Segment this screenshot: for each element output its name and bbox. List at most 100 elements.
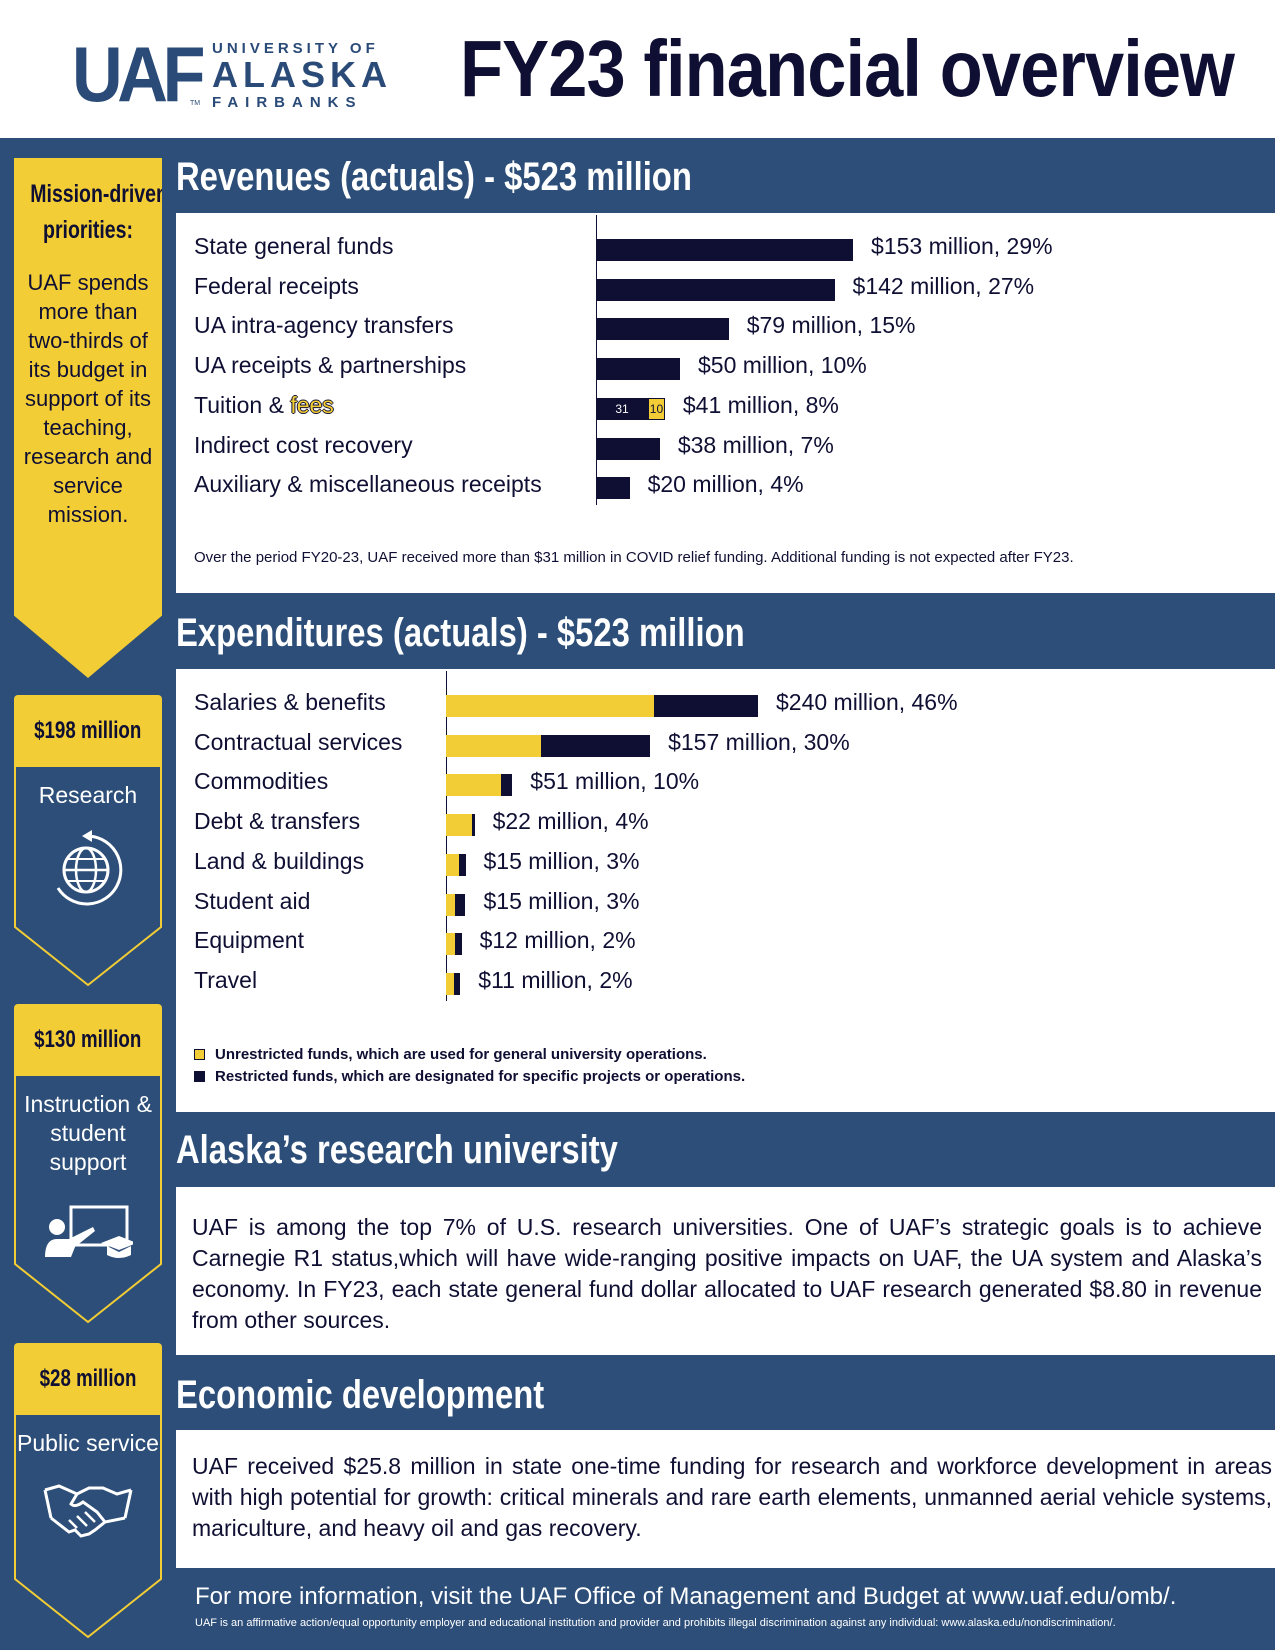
legend-unrestricted: Unrestricted funds, which are used for g…	[194, 1046, 707, 1063]
revenue-category-text-highlight: fees	[290, 391, 334, 418]
revenue-value-label: $79 million, 15%	[746, 312, 916, 339]
expenditure-bar-restricted	[459, 853, 466, 876]
logo-trademark: TM	[190, 100, 201, 107]
revenue-category-label: State general funds	[194, 233, 394, 259]
research-card-body: Research	[14, 767, 162, 987]
expenditure-bar-restricted	[455, 933, 462, 956]
revenue-row: Tuition & fees 31 10 $41 million, 8%	[176, 384, 1275, 424]
research-heading: Alaska’s research university	[176, 1128, 618, 1172]
public-service-card-body: Public service	[14, 1415, 162, 1639]
revenue-bar	[596, 239, 854, 261]
globe-icon	[56, 830, 123, 906]
public-service-card: $28 million Public service	[14, 1343, 162, 1639]
revenue-category-label: Federal receipts	[194, 272, 359, 299]
research-panel: UAF is among the top 7% of U.S. research…	[176, 1187, 1275, 1355]
revenue-category-label: UA receipts & partnerships	[194, 352, 467, 379]
expenditure-category-label: Contractual services	[194, 728, 403, 755]
expenditure-bar-unrestricted	[446, 695, 654, 717]
mission-title: Mission-driven priorities:	[30, 176, 162, 248]
economic-text: UAF received $25.8 million in state one-…	[192, 1453, 1272, 1541]
revenue-row: Indirect cost recovery $38 million, 7%	[176, 424, 1275, 464]
revenues-heading: Revenues (actuals) - $523 million	[176, 155, 692, 199]
research-text: UAF is among the top 7% of U.S. research…	[192, 1214, 1262, 1333]
revenue-value-label: $20 million, 4%	[647, 471, 804, 498]
instruction-card: $130 million Instruction & student suppo…	[14, 1004, 162, 1324]
revenue-category-label: Tuition & fees	[194, 392, 334, 419]
expenditure-row: Equipment $12 million, 2%	[176, 919, 1275, 959]
expenditure-row: Contractual services $157 million, 30%	[176, 721, 1275, 761]
logo-line-2: ALASKA	[212, 54, 392, 95]
revenue-bar	[596, 477, 630, 500]
expenditure-bar-unrestricted	[446, 734, 541, 757]
research-amount: $198 million	[34, 717, 142, 744]
legend-swatch-restricted	[194, 1071, 205, 1082]
logo-mark: UAF	[72, 30, 205, 118]
revenue-bar	[596, 278, 835, 301]
teacher-icon	[45, 1205, 133, 1258]
expenditure-bar-restricted	[472, 814, 475, 837]
mission-text: UAF spends more than two-thirds of its b…	[23, 270, 153, 527]
expenditure-bar-unrestricted	[446, 853, 459, 876]
revenues-panel: State general funds $153 million, 29% Fede…	[176, 213, 1275, 593]
bar-segment-label: 31	[615, 401, 629, 416]
bar-segment-label: 10	[649, 401, 664, 416]
revenue-value-label: $50 million, 10%	[698, 352, 867, 379]
expenditure-value-label: $11 million, 2%	[478, 966, 633, 993]
revenue-row: Federal receipts $142 million, 27%	[176, 265, 1275, 305]
expenditure-value-label: $157 million, 30%	[668, 728, 850, 755]
revenue-value-label: $41 million, 8%	[682, 391, 839, 418]
expenditure-bar-restricted	[540, 734, 651, 757]
expenditure-bar-unrestricted	[446, 972, 454, 995]
expenditure-category-label: Travel	[194, 966, 258, 993]
footer-info: For more information, visit the UAF Offi…	[195, 1583, 1177, 1610]
expenditure-value-label: $22 million, 4%	[492, 808, 649, 835]
revenue-row: State general funds $153 million, 29%	[176, 225, 1275, 265]
expenditure-row: Student aid $15 million, 3%	[176, 880, 1275, 920]
expenditures-heading: Expenditures (actuals) - $523 million	[176, 611, 745, 655]
revenue-category-label: Indirect cost recovery	[194, 431, 413, 458]
expenditure-category-label: Equipment	[194, 927, 304, 954]
covid-note: Over the period FY20-23, UAF received mo…	[194, 549, 1074, 566]
legend-restricted: Restricted funds, which are designated f…	[194, 1068, 745, 1085]
revenue-row: UA receipts & partnerships $50 million, 1…	[176, 344, 1275, 384]
expenditure-category-label: Salaries & benefits	[194, 689, 386, 715]
logo-line-1: UNIVERSITY OF	[212, 40, 379, 57]
revenue-value-label: $38 million, 7%	[677, 431, 834, 458]
expenditure-bar-unrestricted	[446, 774, 501, 797]
instruction-amount-cap: $130 million	[14, 1004, 162, 1076]
expenditure-row: Salaries & benefits $240 million, 46%	[176, 681, 1275, 721]
expenditure-row: Debt & transfers $22 million, 4%	[176, 800, 1275, 840]
expenditure-row: Commodities $51 million, 10%	[176, 760, 1275, 800]
mission-title-line-2: priorities:	[43, 216, 133, 244]
revenue-value-label: $142 million, 27%	[852, 272, 1035, 299]
expenditure-value-label: $15 million, 3%	[483, 847, 640, 874]
expenditure-row: Travel $11 million, 2%	[176, 959, 1275, 999]
revenue-bar-restricted: 31	[596, 397, 649, 420]
expenditure-bar-unrestricted	[446, 893, 456, 916]
instruction-amount: $130 million	[34, 1026, 142, 1053]
expenditure-value-label: $15 million, 3%	[483, 887, 640, 914]
expenditure-bar-unrestricted	[446, 933, 456, 956]
public-service-label: Public service	[17, 1430, 159, 1456]
expenditure-bar-restricted	[654, 695, 758, 717]
legend-label-unrestricted: Unrestricted funds, which are used for g…	[215, 1046, 707, 1063]
card-chevron-outline	[14, 767, 162, 987]
legend-label-restricted: Restricted funds, which are designated f…	[215, 1068, 746, 1085]
revenue-bar	[596, 358, 680, 381]
expenditure-category-label: Commodities	[194, 768, 329, 795]
revenue-bar	[596, 318, 729, 341]
economic-panel: UAF received $25.8 million in state one-…	[176, 1430, 1275, 1568]
expenditures-panel: Salaries & benefits $240 million, 46% Cont…	[176, 669, 1275, 1112]
expenditure-value-label: $240 million, 46%	[776, 689, 958, 715]
expenditure-category-label: Student aid	[194, 887, 311, 914]
logo-line-3: FAIRBANKS	[212, 94, 363, 111]
revenue-row: Auxiliary & miscellaneous receipts $20 mi…	[176, 463, 1275, 503]
expenditure-value-label: $12 million, 2%	[479, 927, 636, 954]
revenue-bar	[596, 437, 660, 460]
research-label: Research	[38, 782, 138, 808]
revenue-bar-unrestricted: 10	[648, 397, 665, 420]
instruction-label: Instruction & student support	[24, 1091, 152, 1175]
expenditure-row: Land & buildings $15 million, 3%	[176, 840, 1275, 880]
instruction-card-body: Instruction & student support	[14, 1076, 162, 1324]
card-chevron-outline	[14, 1415, 162, 1639]
